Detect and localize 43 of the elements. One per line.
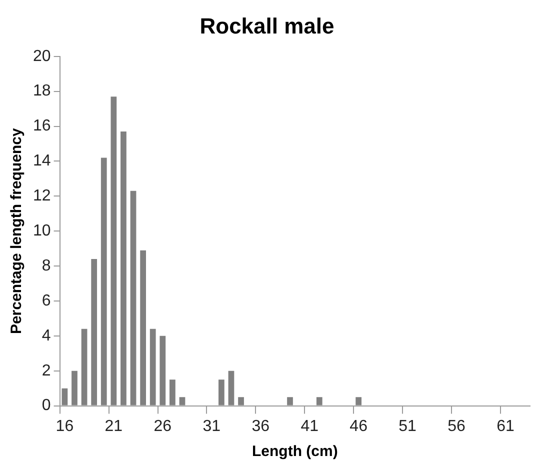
x-tick-label: 21	[104, 418, 123, 435]
bar	[62, 388, 68, 406]
bar	[356, 397, 362, 406]
y-tick-label: 18	[33, 82, 51, 100]
x-tick-label: 61	[496, 418, 515, 435]
y-tick-label: 0	[42, 397, 51, 414]
bar	[179, 397, 186, 406]
bar	[72, 370, 78, 406]
y-tick-label: 14	[33, 152, 51, 170]
bar	[140, 250, 146, 406]
y-axis-title: Percentage length frequency	[8, 128, 26, 334]
bar	[81, 328, 88, 406]
y-tick-label: 10	[33, 222, 51, 240]
x-tick-label: 56	[448, 418, 466, 435]
x-tick-label: 31	[202, 418, 221, 435]
x-tick-label: 36	[252, 418, 270, 435]
y-tick-label: 2	[42, 362, 51, 380]
x-tick-label: 46	[350, 418, 368, 435]
bar	[150, 328, 156, 406]
bar	[238, 397, 244, 406]
bar	[130, 190, 136, 406]
bar	[316, 397, 322, 406]
y-tick-label: 6	[42, 292, 51, 310]
y-tick-label: 4	[42, 327, 51, 344]
bar	[120, 132, 126, 406]
y-tick-label: 8	[42, 257, 51, 274]
x-tick-label: 16	[56, 418, 74, 435]
bar	[170, 380, 176, 406]
x-axis-title: Length (cm)	[252, 443, 338, 460]
bar	[110, 96, 117, 406]
x-tick-label: 51	[398, 418, 417, 435]
bar	[160, 336, 166, 406]
y-tick-label: 12	[33, 188, 51, 205]
x-tick-label: 41	[300, 418, 319, 435]
x-tick-label: 26	[154, 418, 172, 435]
y-tick-label: 20	[33, 48, 51, 65]
bar	[91, 259, 98, 406]
bar	[287, 397, 293, 406]
bar	[228, 370, 234, 406]
bar	[218, 380, 224, 406]
chart-title: Rockall male	[200, 13, 334, 38]
y-tick-label: 16	[33, 118, 51, 135]
bar	[100, 158, 107, 406]
